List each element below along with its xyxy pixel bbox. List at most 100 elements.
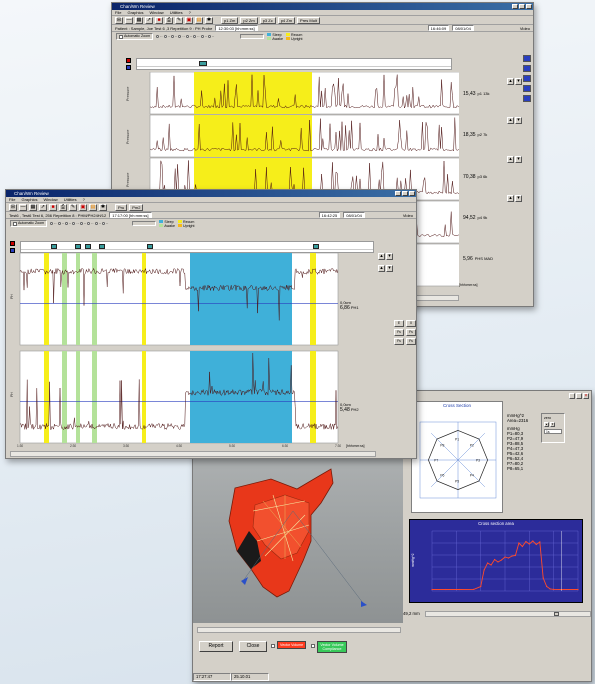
tool-button[interactable] xyxy=(523,75,531,82)
scale-down-button[interactable]: ▾ xyxy=(515,117,522,124)
window-title-bar[interactable]: Chan/Wn Review xyxy=(112,3,533,10)
tab-p1[interactable]: p1 Zm xyxy=(221,16,239,24)
event-marker[interactable] xyxy=(51,244,57,249)
minimize-icon[interactable] xyxy=(395,191,401,196)
side-button-fs[interactable]: Fs xyxy=(394,338,404,345)
event-marker[interactable] xyxy=(147,244,153,249)
menu-file[interactable]: File xyxy=(9,197,16,202)
arrow-icon[interactable]: ➚ xyxy=(145,16,153,24)
tab-pru[interactable]: Pru xyxy=(115,203,128,211)
menu-help[interactable]: ? xyxy=(188,10,191,15)
menu-graphics[interactable]: Graphics xyxy=(21,197,38,202)
vector-volume-compliance-checkbox[interactable] xyxy=(311,644,315,648)
menu-window[interactable]: Window xyxy=(149,10,164,15)
print-icon[interactable]: ⎙ xyxy=(165,16,173,24)
red-marker-icon[interactable] xyxy=(10,241,15,246)
horizontal-scrollbar[interactable] xyxy=(10,451,376,457)
event-marker[interactable] xyxy=(99,244,105,249)
chart-icon[interactable]: ▣ xyxy=(185,16,193,24)
zero-down-button[interactable]: ▾ xyxy=(550,422,555,427)
range-box[interactable] xyxy=(132,221,157,226)
event-marker[interactable] xyxy=(85,244,91,249)
viewport-scrollbar[interactable] xyxy=(197,627,401,633)
scale-down-button[interactable]: ▾ xyxy=(386,253,393,260)
scale-up-button[interactable]: ▴ xyxy=(507,195,514,202)
minimize-icon[interactable] xyxy=(512,4,518,9)
side-button-fs[interactable]: Fs xyxy=(406,338,416,345)
scale-down-button[interactable]: ▾ xyxy=(515,156,522,163)
scale-down-button[interactable]: ▾ xyxy=(386,265,393,272)
scale-up-button[interactable]: ▴ xyxy=(507,78,514,85)
pencil-icon[interactable]: ✎ xyxy=(69,203,77,211)
menu-window[interactable]: Window xyxy=(43,197,58,202)
zero-value-field[interactable]: 1s xyxy=(544,429,562,434)
mm-scrollbar[interactable] xyxy=(425,611,591,617)
scale-up-button[interactable]: ▴ xyxy=(507,117,514,124)
tab-p2[interactable]: p2 Zm xyxy=(240,16,258,24)
grid-icon[interactable]: ▦ xyxy=(29,203,37,211)
blue-marker-icon[interactable] xyxy=(10,248,15,253)
side-button-fs[interactable]: Fs xyxy=(406,329,416,336)
pencil-icon[interactable]: ✎ xyxy=(175,16,183,24)
arrow-icon[interactable]: ➚ xyxy=(39,203,47,211)
print-icon[interactable]: ⎙ xyxy=(59,203,67,211)
tool-button[interactable] xyxy=(523,95,531,102)
settings-icon[interactable]: ✱ xyxy=(205,16,213,24)
tab-pres[interactable]: Pres Mult xyxy=(297,16,320,24)
close-icon[interactable]: × xyxy=(583,393,589,399)
menu-help[interactable]: ? xyxy=(82,197,85,202)
tab-pm2[interactable]: Pm2 xyxy=(129,203,144,211)
minimize-icon[interactable] xyxy=(569,393,575,399)
maximize-icon[interactable] xyxy=(576,393,582,399)
side-button-x[interactable]: X xyxy=(406,320,416,327)
scale-up-button[interactable]: ▴ xyxy=(378,253,385,260)
red-marker-icon[interactable] xyxy=(126,58,131,63)
maximize-icon[interactable] xyxy=(519,4,525,9)
tool-button[interactable] xyxy=(523,65,531,72)
palette-icon[interactable]: ▤ xyxy=(195,16,203,24)
close-icon[interactable] xyxy=(409,191,415,196)
menu-graphics[interactable]: Graphics xyxy=(127,10,144,15)
close-button[interactable]: Close xyxy=(239,641,267,652)
event-marker[interactable] xyxy=(313,244,319,249)
maximize-icon[interactable] xyxy=(402,191,408,196)
blue-marker-icon[interactable] xyxy=(126,65,131,70)
event-marker[interactable] xyxy=(75,244,81,249)
tool-button[interactable] xyxy=(523,55,531,62)
palette-icon[interactable]: ▤ xyxy=(89,203,97,211)
zoom-icon[interactable]: ⊞ xyxy=(115,16,123,24)
settings-icon[interactable]: ✱ xyxy=(99,203,107,211)
zero-up-button[interactable]: ▴ xyxy=(544,422,549,427)
scale-up-button[interactable]: ▴ xyxy=(507,156,514,163)
menu-utilities[interactable]: Utilities xyxy=(63,197,77,202)
menu-utilities[interactable]: Utilities xyxy=(169,10,183,15)
vector-volume-checkbox[interactable] xyxy=(271,644,275,648)
tab-p4[interactable]: p4 Zm xyxy=(277,16,296,24)
event-marker[interactable] xyxy=(199,61,207,66)
line-icon[interactable]: — xyxy=(125,16,133,24)
automatic-zoom-checkbox[interactable]: Automatic Zoom xyxy=(10,220,48,227)
zoom-icon[interactable]: ⊞ xyxy=(9,203,17,211)
close-icon[interactable] xyxy=(526,4,532,9)
flag-icon[interactable]: ■ xyxy=(49,203,57,211)
radio-group[interactable]: ·· ·· ·· ·· ·· ·· ·· ·· xyxy=(156,35,214,39)
chart-icon[interactable]: ▣ xyxy=(79,203,87,211)
report-button[interactable]: Report xyxy=(199,641,233,652)
scale-down-button[interactable]: ▾ xyxy=(515,195,522,202)
grid-icon[interactable]: ▦ xyxy=(135,16,143,24)
automatic-zoom-checkbox[interactable]: Automatic Zoom xyxy=(116,33,154,40)
window-title-bar[interactable]: Chan/Wn Review xyxy=(6,190,416,197)
range-box[interactable] xyxy=(240,34,265,39)
scale-down-button[interactable]: ▾ xyxy=(515,78,522,85)
scale-up-button[interactable]: ▴ xyxy=(378,265,385,272)
side-button-e[interactable]: E xyxy=(394,320,404,327)
tab-p3[interactable]: p3 Zc xyxy=(259,16,276,24)
side-button-fs[interactable]: Fs xyxy=(394,329,404,336)
sleep-swatch xyxy=(267,32,272,36)
tool-button[interactable] xyxy=(523,85,531,92)
scroll-thumb[interactable] xyxy=(554,612,559,616)
menu-file[interactable]: File xyxy=(115,10,122,15)
radio-group[interactable]: ·· ·· ·· ·· ·· ·· ·· ·· xyxy=(50,222,108,226)
flag-icon[interactable]: ■ xyxy=(155,16,163,24)
line-icon[interactable]: — xyxy=(19,203,27,211)
